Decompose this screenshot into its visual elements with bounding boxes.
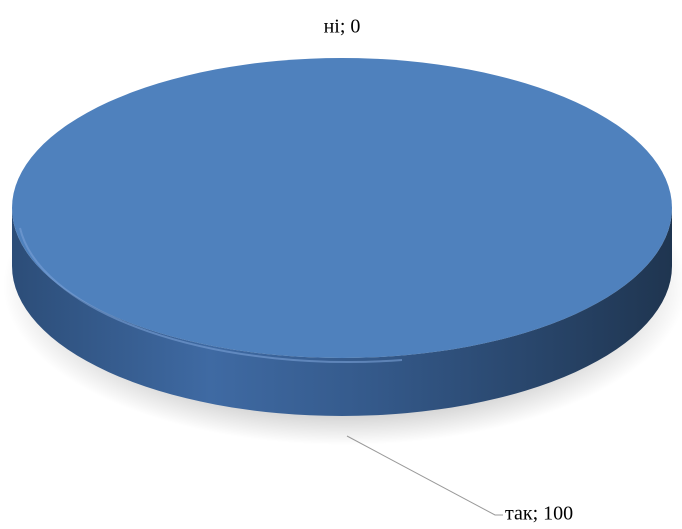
slice-side (12, 208, 672, 416)
data-label: ні; 0 (324, 16, 361, 38)
rim-highlight (19, 227, 403, 363)
slice (12, 58, 672, 358)
data-label: так; 100 (505, 503, 573, 525)
leader-line (346, 435, 503, 516)
